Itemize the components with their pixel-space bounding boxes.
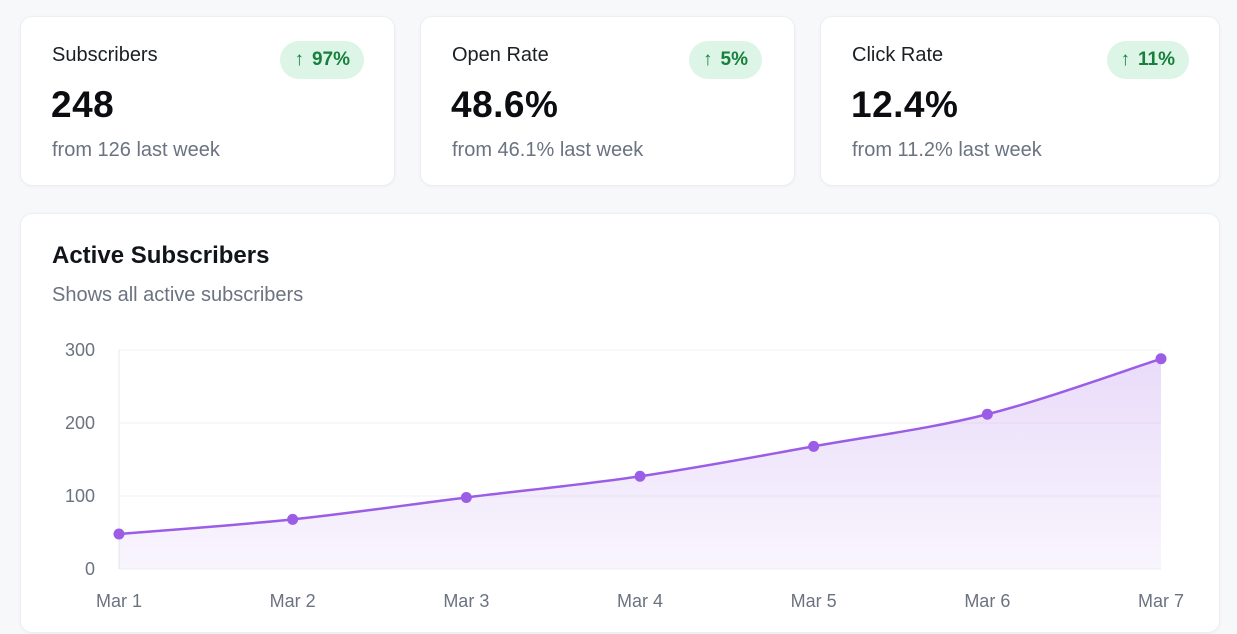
data-point xyxy=(808,440,820,452)
change-badge: ↑ 97% xyxy=(280,41,364,79)
y-tick-label: 300 xyxy=(65,340,95,360)
x-tick-label: Mar 5 xyxy=(791,591,837,611)
area-chart: 0 100 200 300 Mar 1 Mar 2 Mar 3 Mar 4 Mar 5 Mar 6… xyxy=(65,340,1184,611)
stat-label: Subscribers xyxy=(52,44,158,66)
change-badge: ↑ 5% xyxy=(689,41,762,79)
data-point xyxy=(113,528,125,540)
change-value: 97% xyxy=(311,49,350,70)
change-value: 11% xyxy=(1138,49,1175,70)
stat-label: Click Rate xyxy=(852,44,944,66)
arrow-up-icon: ↑ xyxy=(703,49,713,70)
x-tick-label: Mar 1 xyxy=(96,591,142,611)
data-point xyxy=(634,470,646,482)
data-point xyxy=(287,513,299,525)
chart-title: Active Subscribers xyxy=(52,242,270,269)
y-tick-label: 100 xyxy=(65,486,95,506)
stat-comparison: from 11.2% last week xyxy=(852,139,1042,161)
stat-card-click-rate: Click Rate ↑ 11% 12.4% from 11.2% last w… xyxy=(820,16,1220,186)
stat-comparison: from 46.1% last week xyxy=(452,139,644,161)
chart-subtitle: Shows all active subscribers xyxy=(52,284,304,306)
x-tick-label: Mar 6 xyxy=(964,591,1010,611)
data-point xyxy=(1155,353,1167,365)
x-tick-label: Mar 2 xyxy=(270,591,316,611)
change-badge: ↑ 11% xyxy=(1106,41,1189,79)
y-tick-label: 200 xyxy=(65,413,95,433)
stat-card-open-rate: Open Rate ↑ 5% 48.6% from 46.1% last wee… xyxy=(420,16,795,186)
stat-comparison: from 126 last week xyxy=(52,139,220,161)
data-point xyxy=(981,408,993,420)
data-point xyxy=(460,491,472,503)
x-tick-label: Mar 3 xyxy=(443,591,489,611)
change-value: 5% xyxy=(720,49,748,70)
stat-value: 48.6% xyxy=(451,84,559,125)
stat-card-subscribers: Subscribers ↑ 97% 248 from 126 last week xyxy=(20,16,395,186)
arrow-up-icon: ↑ xyxy=(1120,49,1131,70)
area-fill xyxy=(119,358,1161,569)
x-tick-label: Mar 4 xyxy=(617,591,663,611)
x-tick-label: Mar 7 xyxy=(1138,591,1184,611)
stat-value: 248 xyxy=(51,84,115,125)
active-subscribers-card: Active Subscribers Shows all active subs… xyxy=(20,213,1220,633)
arrow-up-icon: ↑ xyxy=(294,49,304,70)
stat-value: 12.4% xyxy=(851,84,959,125)
stat-label: Open Rate xyxy=(452,44,549,66)
y-tick-label: 0 xyxy=(85,559,95,579)
